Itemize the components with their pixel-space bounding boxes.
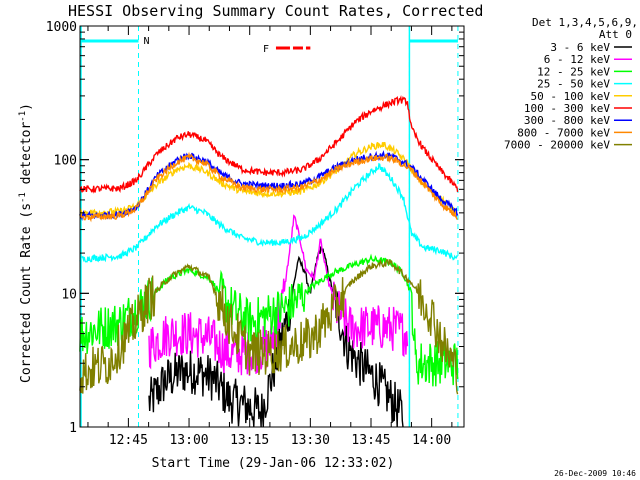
- x-tick-label-4: 13:45: [351, 433, 390, 448]
- legend-label-3: 25 - 50 keV: [537, 78, 610, 91]
- x-tick-label-2: 13:15: [230, 433, 269, 448]
- title-group: HESSI Observing Summary Count Rates, Cor…: [68, 2, 483, 20]
- legend-header-line-1: Det 1,3,4,5,6,9,: [532, 16, 638, 29]
- legend-label-0: 3 - 6 keV: [550, 41, 610, 54]
- legend-label-8: 7000 - 20000 keV: [504, 139, 610, 152]
- series-line-6: [79, 150, 459, 221]
- series-line-3: [79, 162, 459, 263]
- night-marker-label: N: [143, 36, 149, 47]
- legend-label-1: 6 - 12 keV: [544, 53, 611, 66]
- chart-title: HESSI Observing Summary Count Rates, Cor…: [68, 2, 483, 20]
- series-line-7: [79, 151, 458, 223]
- legend-label-2: 12 - 25 keV: [537, 65, 610, 78]
- series-line-5: [79, 95, 459, 194]
- y-axis-label-part-3: ): [19, 103, 34, 111]
- y-tick-label-2: 100: [54, 154, 77, 169]
- x-tick-label-3: 13:30: [291, 433, 330, 448]
- plot-area: N F 1 10 100 1000 12:45 13:00 13:15 13:30 13:45 14:…: [46, 20, 465, 448]
- flare-marker-label: F: [263, 44, 269, 55]
- series-line-2: [79, 253, 459, 387]
- timestamp: 26-Dec-2009 10:46: [554, 469, 636, 478]
- x-tick-label-5: 14:00: [412, 433, 451, 448]
- legend-label-5: 100 - 300 keV: [524, 102, 610, 115]
- y-axis-label-part-2: detector: [19, 122, 34, 193]
- x-tick-label-1: 13:00: [169, 433, 208, 448]
- y-tick-label-0: 1: [69, 421, 77, 436]
- y-axis-label-exp-2: -1: [18, 111, 28, 122]
- legend-header-line-2: Att 0: [599, 28, 632, 41]
- y-tick-label-1: 10: [61, 287, 77, 302]
- y-tick-label-3: 1000: [46, 20, 77, 35]
- legend-label-6: 300 - 800 keV: [524, 114, 610, 127]
- y-axis-label-part-1: Corrected Count Rate (s: [19, 203, 34, 383]
- legend-label-7: 800 - 7000 keV: [517, 126, 610, 139]
- x-axis-label: Start Time (29-Jan-06 12:33:02): [152, 456, 395, 471]
- legend-label-4: 50 - 100 keV: [531, 90, 611, 103]
- x-tick-label-0: 12:45: [109, 433, 148, 448]
- plot-frame: [79, 25, 465, 428]
- series-line-1: [148, 214, 409, 376]
- series-line-8: [79, 258, 459, 395]
- y-axis-label-exp-1: -1: [18, 192, 28, 203]
- y-axis-label: Corrected Count Rate (s-1 detector-1): [18, 103, 34, 383]
